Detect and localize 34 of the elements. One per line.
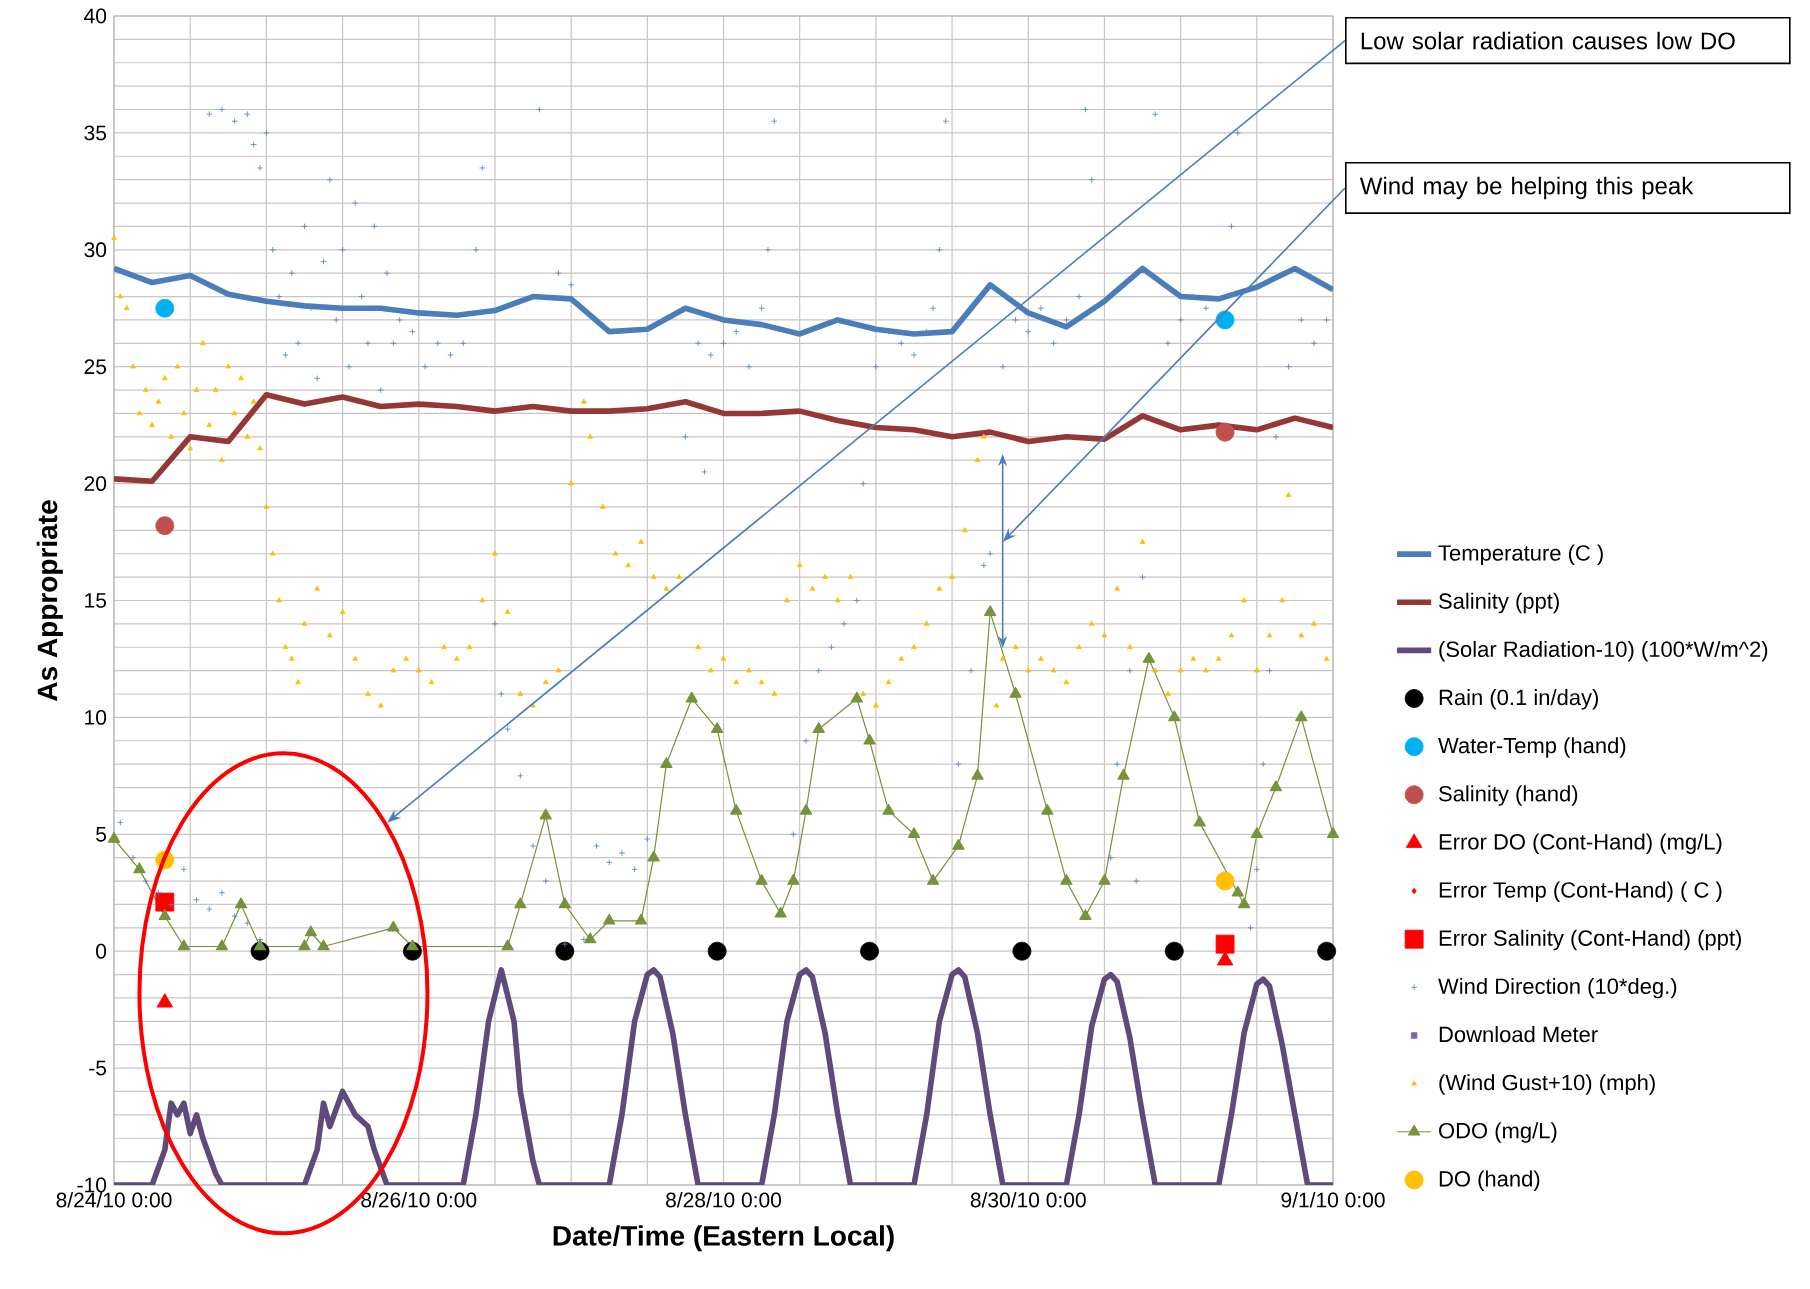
legend-label: ODO (mg/L) <box>1439 1122 1557 1143</box>
legend-label: Wind Direction (10*deg.) <box>1438 977 1677 999</box>
y-tick-label: -5 <box>89 1060 107 1076</box>
legend-label: Error Salinity (Cont-Hand) (ppt) <box>1439 929 1742 951</box>
y-tick-label: 10 <box>85 709 107 725</box>
x-tick-label: 9/1/10 0:00 <box>1281 1192 1385 1208</box>
x-tick-label: 8/26/10 0:00 <box>361 1192 477 1208</box>
y-tick-label: 15 <box>85 593 107 608</box>
y-tick-label: 30 <box>84 242 107 258</box>
y-tick-label: 40 <box>84 8 107 24</box>
y-tick-label: 25 <box>84 359 107 375</box>
legend-label: Error Temp (Cont-Hand) ( C ) <box>1439 881 1722 903</box>
x-tick-label: 8/24/10 0:00 <box>56 1192 172 1208</box>
text: Low solar radiation causes low DO <box>1361 31 1735 50</box>
x-axis-title: Date/Time (Eastern Local) <box>553 1225 894 1252</box>
legend-label: Salinity (hand) <box>1439 785 1578 806</box>
legend-label: (Solar Radiation-10) (100*W/m^2) <box>1439 640 1768 662</box>
text: Wind may be helping this peak <box>1359 176 1694 200</box>
x-tick-label: 8/28/10 0:00 <box>666 1192 782 1208</box>
legend-label: Rain (0.1 in/day) <box>1439 689 1599 710</box>
legend-label: DO (hand) <box>1439 1170 1540 1191</box>
legend-label: Download Meter <box>1439 1026 1598 1043</box>
y-tick-label: 35 <box>84 125 107 141</box>
y-tick-label: 5 <box>96 826 107 842</box>
y-axis-title: As Appropriate <box>36 500 63 701</box>
y-tick-label: -10 <box>77 1177 107 1193</box>
legend-label: (Wind Gust+10) (mph) <box>1439 1074 1655 1095</box>
legend-label: Error DO (Cont-Hand) (mg/L) <box>1439 833 1722 854</box>
legend-label: Temperature (C ) <box>1438 544 1603 566</box>
y-tick-label: 20 <box>84 476 107 492</box>
y-tick-label: 0 <box>96 943 107 959</box>
legend-label: Salinity (ppt) <box>1439 592 1559 614</box>
x-tick-label: 8/30/10 0:00 <box>970 1192 1086 1208</box>
legend-label: Water-Temp (hand) <box>1438 737 1626 758</box>
